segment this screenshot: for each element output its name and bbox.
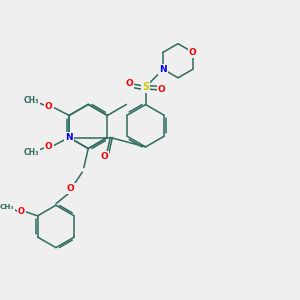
Text: CH₃: CH₃ [23, 148, 39, 157]
Text: N: N [159, 65, 167, 74]
Text: S: S [142, 82, 149, 92]
Text: O: O [126, 80, 133, 88]
Text: O: O [100, 152, 108, 161]
Text: O: O [45, 142, 52, 151]
Text: CH₃: CH₃ [0, 204, 14, 210]
Text: O: O [158, 85, 166, 94]
Text: CH₃: CH₃ [23, 96, 39, 105]
Text: O: O [189, 48, 197, 57]
Text: O: O [67, 184, 74, 193]
Text: O: O [18, 207, 25, 216]
Text: O: O [45, 102, 52, 111]
Text: N: N [65, 133, 73, 142]
Text: N: N [159, 65, 167, 74]
